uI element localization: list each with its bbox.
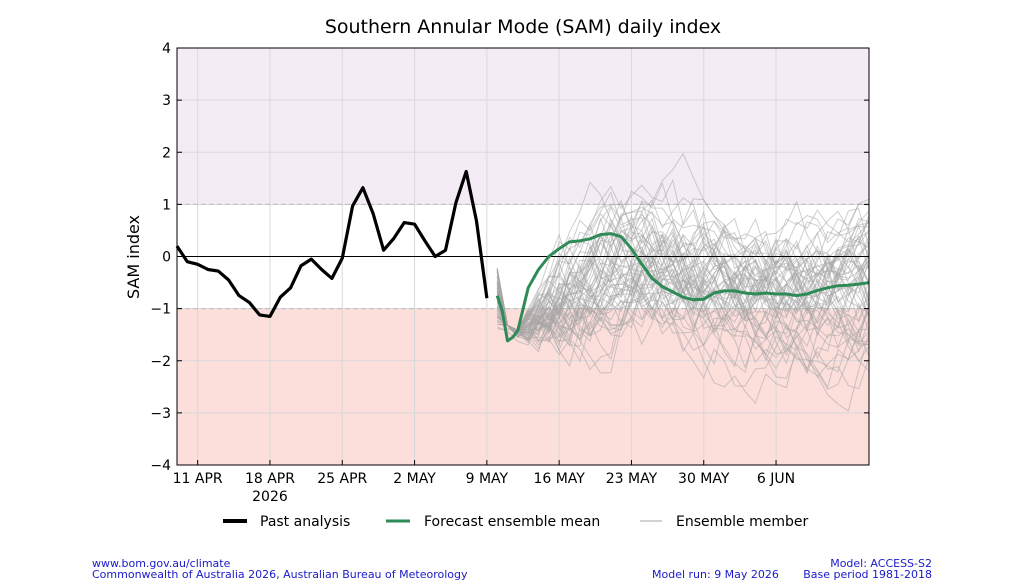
legend: Past analysis Forecast ensemble mean Ens… bbox=[223, 514, 808, 530]
ensemble-member-line bbox=[496, 231, 869, 333]
ensemble-member-line bbox=[496, 203, 869, 346]
ensemble-member-line bbox=[496, 248, 869, 369]
x-tick-label: 2 MAY bbox=[393, 471, 436, 487]
x-tick-label: 11 APR bbox=[173, 471, 223, 487]
x-tick-label: 18 APR bbox=[245, 471, 295, 487]
footer-copyright: Commonwealth of Australia 2026, Australi… bbox=[92, 568, 468, 581]
y-tick-label: 4 bbox=[162, 41, 171, 57]
footer-model-run: Model run: 9 May 2026 bbox=[652, 568, 779, 581]
past-analysis-line bbox=[175, 169, 489, 318]
ensemble-member-line bbox=[496, 199, 869, 348]
positive-phase-band bbox=[177, 48, 869, 205]
ensemble-member-line bbox=[496, 190, 869, 333]
y-tick-label: −4 bbox=[150, 458, 171, 474]
x-tick-label: 9 MAY bbox=[466, 471, 509, 487]
x-tick-year-label: 2026 bbox=[252, 489, 288, 505]
y-tick-label: 0 bbox=[162, 250, 171, 266]
legend-label-mean: Forecast ensemble mean bbox=[424, 514, 600, 530]
ensemble-member-line bbox=[496, 152, 869, 338]
ensemble-member-line bbox=[496, 207, 869, 334]
ensemble-member-line bbox=[496, 246, 869, 335]
legend-label-member: Ensemble member bbox=[676, 514, 808, 530]
ensemble-member-line bbox=[496, 234, 869, 344]
y-tick-label: 1 bbox=[162, 197, 171, 213]
y-tick-label: 3 bbox=[162, 93, 171, 109]
y-tick-label: −1 bbox=[150, 302, 171, 318]
footer-url[interactable]: www.bom.gov.au/climate bbox=[92, 557, 231, 570]
y-tick-label: −2 bbox=[150, 354, 171, 370]
x-tick-label: 16 MAY bbox=[533, 471, 585, 487]
y-tick-label: 2 bbox=[162, 145, 171, 161]
y-axis-label: SAM index bbox=[124, 215, 143, 299]
x-tick-label: 25 APR bbox=[317, 471, 367, 487]
x-tick-label: 6 JUN bbox=[757, 471, 795, 487]
ensemble-mean-line bbox=[495, 232, 870, 343]
footer-model: Model: ACCESS-S2 bbox=[830, 557, 932, 570]
ensemble-member-line bbox=[496, 198, 869, 332]
footer-base-period: Base period 1981-2018 bbox=[803, 568, 932, 581]
ensemble-member-line bbox=[496, 197, 869, 332]
x-tick-label: 30 MAY bbox=[678, 471, 730, 487]
x-axis: 11 APR 18 APR 2026 25 APR 2 MAY 9 MAY 16 MAY 23… bbox=[173, 460, 795, 505]
ensemble-member-line bbox=[496, 249, 869, 379]
y-axis: −4 −3 −2 −1 0 1 2 3 4 bbox=[150, 41, 869, 474]
plot-area bbox=[175, 47, 870, 466]
y-tick-label: −3 bbox=[150, 406, 171, 422]
chart-title: Southern Annular Mode (SAM) daily index bbox=[325, 16, 721, 38]
legend-label-past: Past analysis bbox=[260, 514, 350, 530]
ensemble-member-line bbox=[496, 233, 869, 362]
ensemble-member-line bbox=[496, 214, 869, 356]
x-tick-label: 23 MAY bbox=[606, 471, 658, 487]
